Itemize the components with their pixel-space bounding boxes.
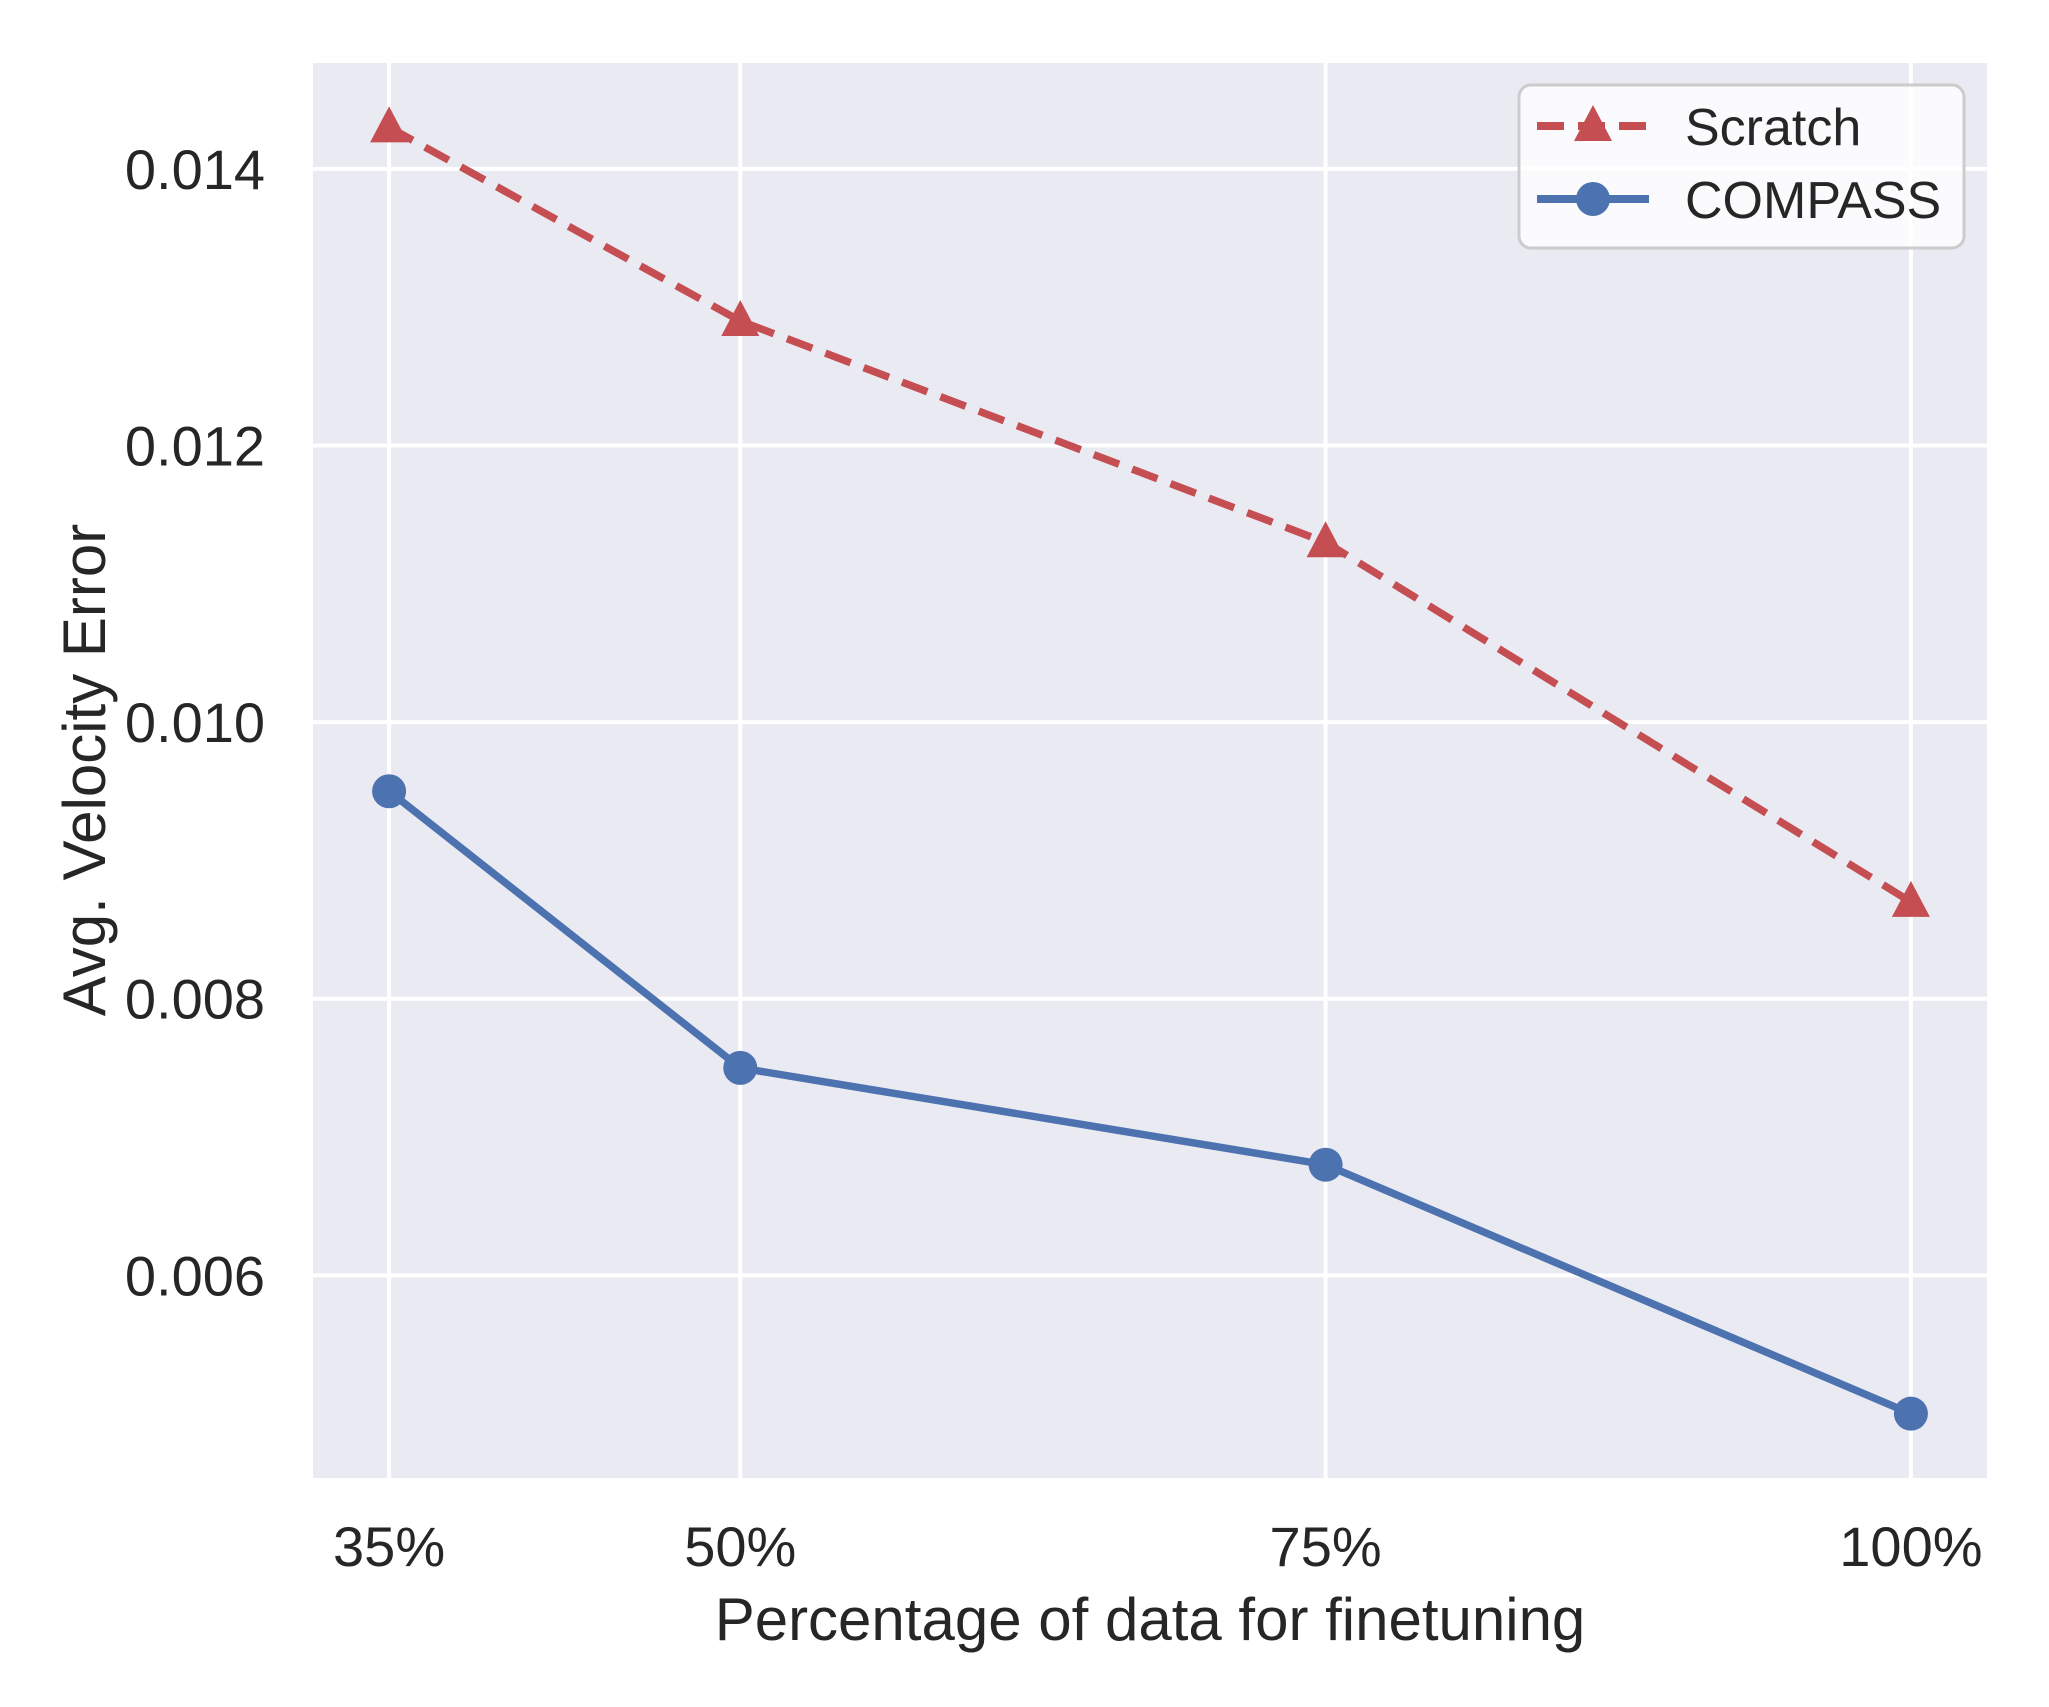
y-tick-label: 0.008 [125, 968, 265, 1031]
plot-area [313, 63, 1987, 1478]
series-line-compass [386, 788, 1913, 1418]
y-tick-label: 0.014 [125, 138, 265, 201]
data-point-circle-compass [723, 1050, 758, 1085]
series-group [370, 106, 1930, 1431]
x-tick-label: 35% [333, 1515, 445, 1578]
data-point-triangle-scratch [721, 299, 760, 336]
legend-label-scratch: Scratch [1685, 99, 1861, 157]
data-point-triangle-scratch [1306, 521, 1345, 558]
data-point-circle-compass [1893, 1396, 1928, 1431]
data-point-circle-compass [372, 774, 407, 809]
legend: Scratch COMPASS [1517, 83, 1966, 250]
data-point-circle-compass [1308, 1147, 1343, 1182]
tick-labels: 0.006 0.008 0.010 0.012 0.014 35% 50% 75% 100% [125, 138, 1983, 1578]
data-point-triangle-scratch [370, 106, 409, 143]
y-axis-label: Avg. Velocity Error [51, 524, 118, 1016]
series-line-scratch [387, 124, 1913, 906]
y-tick-label: 0.010 [125, 691, 265, 754]
y-tick-label: 0.006 [125, 1244, 265, 1307]
legend-scratch-triangle-icon [1574, 105, 1612, 141]
data-point-triangle-scratch [1891, 880, 1930, 917]
legend-label-compass: COMPASS [1685, 172, 1941, 230]
x-tick-label: 100% [1839, 1515, 1982, 1578]
x-axis-label: Percentage of data for finetuning [715, 1586, 1586, 1653]
x-tick-label: 75% [1270, 1515, 1382, 1578]
gridlines [313, 63, 1987, 1478]
legend-compass-circle-icon [1576, 182, 1610, 216]
x-tick-label: 50% [684, 1515, 796, 1578]
y-tick-label: 0.012 [125, 414, 265, 477]
